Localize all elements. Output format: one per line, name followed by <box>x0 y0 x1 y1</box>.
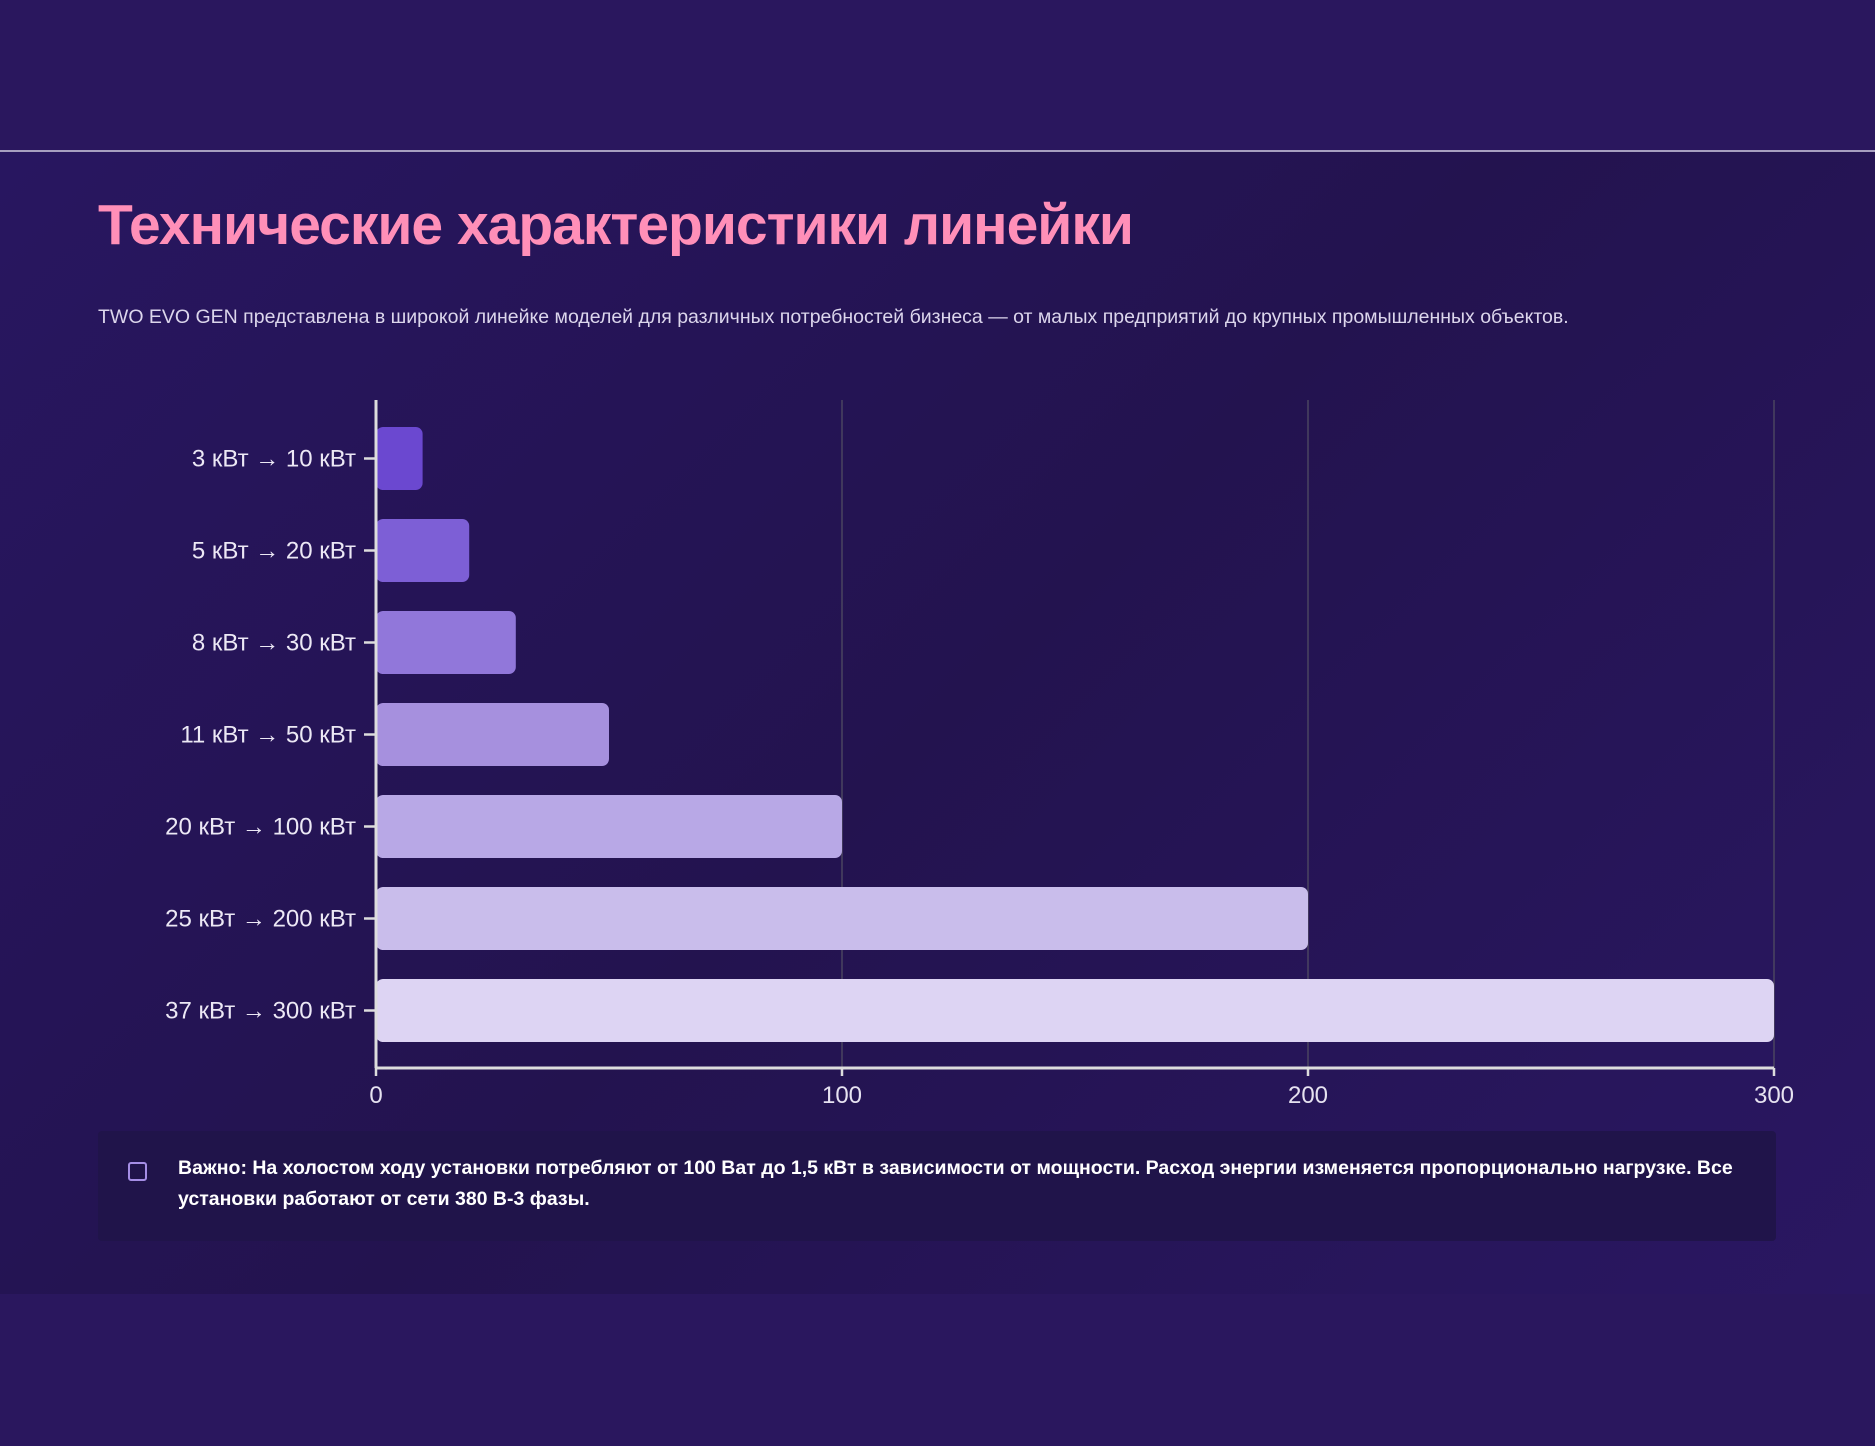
content-panel <box>0 152 1875 1294</box>
bar <box>376 795 842 858</box>
x-tick-label: 100 <box>822 1082 862 1109</box>
bar <box>376 979 1774 1042</box>
note-box: Важно: На холостом ходу установки потреб… <box>98 1131 1776 1241</box>
bar <box>376 887 1308 950</box>
page-title: Технические характеристики линейки <box>98 193 1134 257</box>
page-subtitle: TWO EVO GEN представлена в широкой линей… <box>98 306 1569 328</box>
y-tick-label: 25 кВт → 200 кВт <box>165 906 356 933</box>
y-tick-label: 5 кВт → 20 кВт <box>192 538 356 565</box>
bar <box>376 703 609 766</box>
bar-chart: 0 100 200 300 3 кВт → 10 кВт 5 кВт → 20 кВт 8 … <box>165 400 1794 1109</box>
y-tick-label: 37 кВт → 300 кВт <box>165 998 356 1025</box>
bar <box>376 427 423 490</box>
bar <box>376 611 516 674</box>
note-text: Важно: На холостом ходу установки потреб… <box>178 1157 1733 1210</box>
x-tick-label: 200 <box>1288 1082 1328 1109</box>
y-tick-label: 3 кВт → 10 кВт <box>192 446 356 473</box>
header-divider <box>0 150 1875 152</box>
bar <box>376 519 470 582</box>
x-tick-label: 0 <box>369 1082 382 1109</box>
y-tick-label: 20 кВт → 100 кВт <box>165 814 356 841</box>
x-tick-label: 300 <box>1754 1082 1794 1109</box>
note-icon <box>128 1162 147 1181</box>
y-tick-label: 11 кВт → 50 кВт <box>180 722 356 749</box>
y-tick-label: 8 кВт → 30 кВт <box>192 630 356 657</box>
